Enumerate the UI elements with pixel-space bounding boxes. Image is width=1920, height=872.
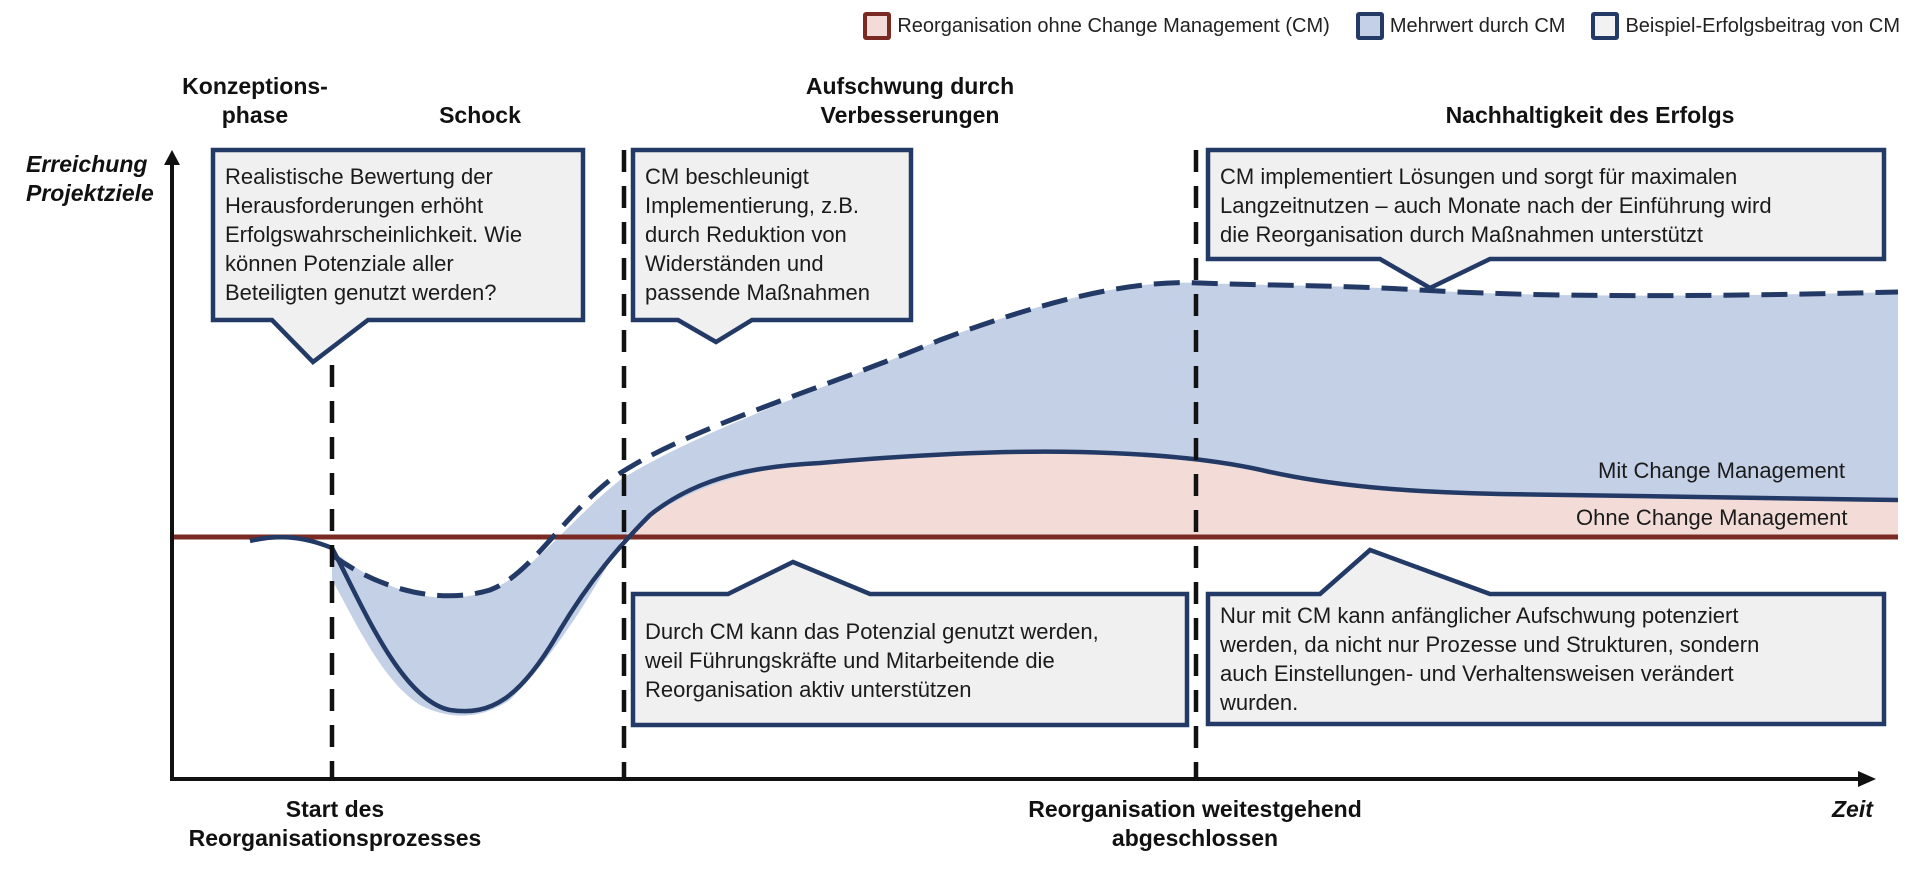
callout-langzeit-box <box>1205 147 1887 291</box>
legend-item-erfolgsbeitrag: Beispiel-Erfolgsbeitrag von CM <box>1591 12 1900 40</box>
legend-item-ohne-cm: Reorganisation ohne Change Management (C… <box>863 12 1330 40</box>
mit-cm-gain-area <box>624 451 1898 536</box>
milestone-abgeschlossen: Reorganisation weitestgehend abgeschloss… <box>1028 796 1362 851</box>
y-axis-label: Erreichung Projektziele <box>26 151 154 206</box>
mit-cm-label: Mit Change Management <box>1598 458 1846 483</box>
callout-aufschwung-text: Nur mit CM kann anfänglicher Aufschwung … <box>1220 603 1760 715</box>
legend-swatch-blue <box>1355 12 1384 40</box>
phase-konzeption: Konzeptions- phase <box>182 73 328 128</box>
callout-potenzial-text: Durch CM kann das Potenzial genutzt werd… <box>645 619 1099 702</box>
legend-label: Beispiel-Erfolgsbeitrag von CM <box>1625 14 1900 37</box>
phase-aufschwung: Aufschwung durch Verbesserungen <box>805 73 1015 128</box>
callout-beschleunigt-text: CM beschleunigt Implementierung, z.B. du… <box>645 164 871 305</box>
callout-bewertung-text: Realistische Bewertung der Herausforderu… <box>225 164 523 305</box>
x-axis-label: Zeit <box>1832 796 1873 822</box>
legend-item-mehrwert: Mehrwert durch CM <box>1355 12 1566 40</box>
milestone-start: Start des Reorganisationsprozesses <box>188 796 482 851</box>
callout-beschleunigt-box <box>630 147 914 345</box>
mit-cm-curve <box>249 449 1899 714</box>
erfolgsbeitrag-dashed-curve <box>330 280 1899 599</box>
legend-swatch-white <box>1591 12 1620 40</box>
phase-nachhaltigkeit: Nachhaltigkeit des Erfolgs <box>1445 102 1735 128</box>
legend-label: Mehrwert durch CM <box>1389 14 1566 37</box>
callout-potenzial-box <box>630 559 1190 728</box>
callout-langzeit-text: CM implementiert Lösungen und sorgt für … <box>1220 164 1772 247</box>
y-axis-arrow <box>164 150 180 165</box>
phase-schock: Schock <box>439 102 521 128</box>
legend: Reorganisation ohne Change Management (C… <box>863 12 1900 40</box>
legend-label: Reorganisation ohne Change Management (C… <box>897 14 1330 37</box>
callout-aufschwung-box <box>1205 547 1887 727</box>
callout-bewertung-box <box>210 147 586 365</box>
legend-swatch-red <box>863 12 892 40</box>
x-axis-arrow <box>1858 771 1876 787</box>
ohne-cm-label: Ohne Change Management <box>1576 505 1848 530</box>
